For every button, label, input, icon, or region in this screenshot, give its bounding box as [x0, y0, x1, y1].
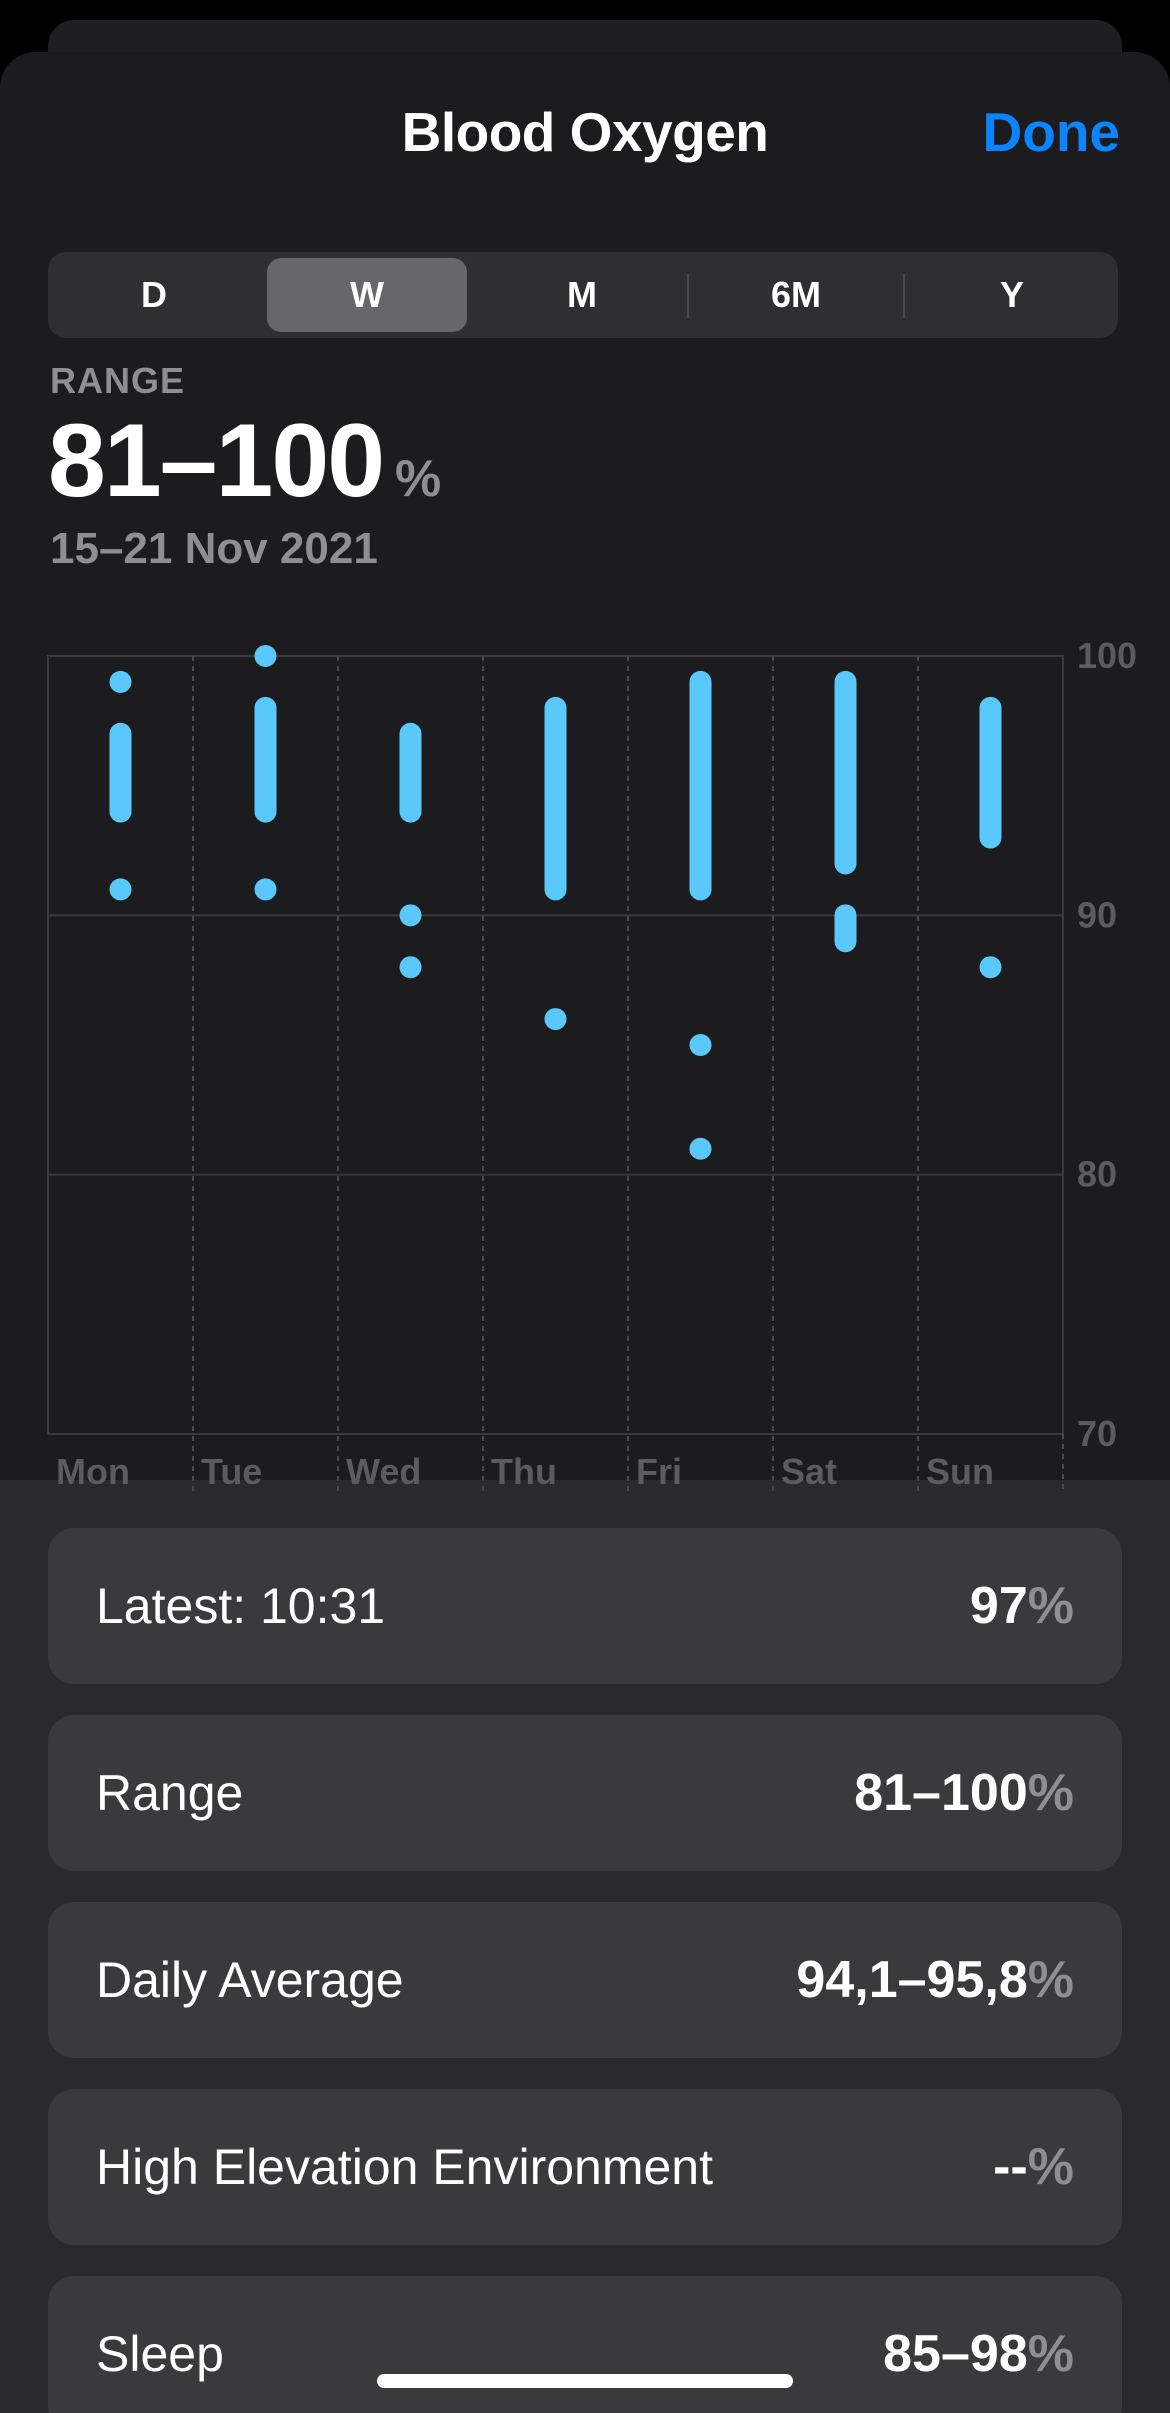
data-range-bar: [834, 904, 857, 953]
stat-value: 85–98%: [883, 2276, 1074, 2413]
data-range-bar: [834, 670, 857, 875]
x-tick-label: Sun: [926, 1451, 994, 1492]
tab-day[interactable]: D: [141, 274, 167, 315]
range-value: 81–100%: [48, 402, 441, 522]
x-tick-label: Thu: [491, 1451, 557, 1492]
tab-year[interactable]: Y: [999, 274, 1024, 315]
x-tick-label: Fri: [636, 1451, 682, 1492]
y-tick-label: 80: [1077, 1154, 1117, 1195]
range-number: 81–100: [48, 403, 385, 519]
stat-number: 81–100: [854, 1764, 1028, 1822]
stats-list: Latest: 10:31 97% Range 81–100% Daily Av…: [48, 1528, 1122, 2413]
y-tick-label: 90: [1077, 894, 1117, 935]
chart-svg: 100 90 80 70 Mon Tue Wed Thu Fri Sat Sun: [47, 635, 1137, 1494]
blood-oxygen-sheet: Blood Oxygen Done D W M 6M Y RANGE 81–10…: [0, 52, 1170, 2413]
y-tick-label: 100: [1077, 635, 1137, 676]
data-range-bar: [399, 722, 422, 823]
y-tick-label: 70: [1077, 1413, 1117, 1454]
stat-unit: %: [1027, 2138, 1074, 2196]
stat-number: 85–98: [883, 2325, 1028, 2383]
tab-month[interactable]: M: [567, 274, 597, 315]
segment-divider: [687, 274, 689, 318]
data-point: [109, 670, 132, 693]
stat-row-high-elevation[interactable]: High Elevation Environment --%: [48, 2089, 1122, 2245]
data-point: [399, 904, 422, 927]
stat-number: 97: [969, 1577, 1028, 1635]
data-point: [254, 645, 277, 667]
tab-week[interactable]: W: [267, 258, 467, 332]
page-title: Blood Oxygen: [401, 101, 769, 163]
data-point: [109, 878, 132, 901]
range-label: RANGE: [50, 360, 186, 401]
stat-label: High Elevation Environment: [96, 2139, 713, 2195]
stat-label: Sleep: [96, 2326, 224, 2382]
data-range-bar: [689, 670, 712, 901]
stat-unit: %: [1027, 1951, 1074, 2009]
stat-unit: %: [1027, 1577, 1074, 1635]
stat-label: Range: [96, 1765, 244, 1821]
tab-six-months[interactable]: 6M: [770, 274, 821, 315]
data-range-bar: [254, 696, 277, 823]
stat-value: 94,1–95,8%: [796, 1902, 1074, 2058]
stat-row-latest[interactable]: Latest: 10:31 97%: [48, 1528, 1122, 1684]
data-point: [689, 1034, 712, 1056]
stat-label: Daily Average: [96, 1952, 404, 2008]
data-point: [544, 1008, 567, 1031]
x-tick-label: Tue: [201, 1451, 262, 1492]
stat-row-sleep[interactable]: Sleep 85–98%: [48, 2276, 1122, 2413]
stat-row-range[interactable]: Range 81–100%: [48, 1715, 1122, 1871]
home-indicator[interactable]: [377, 2374, 793, 2388]
stat-row-daily-average[interactable]: Daily Average 94,1–95,8%: [48, 1902, 1122, 2058]
stat-value: 97%: [970, 1528, 1074, 1684]
segment-divider: [903, 274, 905, 318]
data-point: [979, 956, 1002, 979]
data-range-bar: [979, 696, 1002, 849]
range-unit: %: [395, 450, 442, 508]
stat-unit: %: [1027, 2325, 1074, 2383]
x-tick-label: Wed: [346, 1451, 421, 1492]
data-point: [254, 878, 277, 901]
stat-number: 94,1–95,8: [796, 1951, 1028, 2009]
stat-label: Latest: 10:31: [96, 1578, 386, 1634]
stat-value: --%: [993, 2089, 1074, 2245]
data-range-bar: [109, 722, 132, 823]
stat-value: 81–100%: [854, 1715, 1074, 1871]
stat-number: --: [993, 2138, 1028, 2196]
date-range: 15–21 Nov 2021: [50, 524, 378, 573]
time-range-selector: D W M 6M Y: [48, 252, 1118, 338]
data-point: [399, 956, 422, 979]
stat-unit: %: [1027, 1764, 1074, 1822]
x-tick-label: Sat: [781, 1451, 837, 1492]
data-range-bar: [544, 696, 567, 901]
blood-oxygen-chart: 100 90 80 70 Mon Tue Wed Thu Fri Sat Sun: [0, 592, 1170, 1512]
done-button[interactable]: Done: [982, 101, 1121, 163]
data-point: [689, 1137, 712, 1160]
x-tick-label: Mon: [56, 1451, 130, 1492]
